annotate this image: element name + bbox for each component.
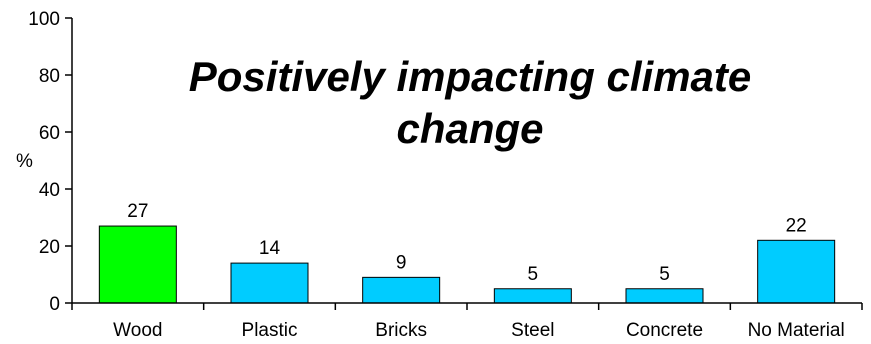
y-axis-label: %: [16, 151, 33, 172]
bar-no-material: [757, 239, 836, 304]
bar-plastic: [230, 262, 309, 304]
y-tick-label: 100: [28, 9, 60, 30]
category-label: Bricks: [375, 320, 427, 341]
y-tick-label: 40: [39, 180, 60, 201]
chart-title-line-2: change: [396, 105, 543, 152]
bar-wood: [98, 225, 177, 304]
category-label: Steel: [511, 320, 554, 341]
y-axis-tick-labels: 0 20 40 60 80 100: [28, 9, 60, 315]
data-label: 5: [659, 264, 670, 285]
x-axis-ticks: [71, 303, 863, 310]
data-label: 27: [127, 201, 148, 222]
bars: [98, 225, 836, 304]
data-labels: 27 14 9 5 5 22: [127, 201, 806, 285]
y-tick-label: 80: [39, 66, 60, 87]
y-tick-label: 20: [39, 237, 60, 258]
data-label: 5: [528, 264, 539, 285]
category-labels: Wood Plastic Bricks Steel Concrete No Materia…: [113, 320, 845, 341]
y-tick-label: 60: [39, 123, 60, 144]
category-label: Plastic: [242, 320, 298, 341]
data-label: 9: [396, 252, 407, 273]
category-label: No Material: [748, 320, 845, 341]
data-label: 14: [259, 238, 281, 259]
y-axis-ticks: [65, 17, 72, 304]
data-label: 22: [786, 215, 807, 236]
category-label: Wood: [113, 320, 162, 341]
category-label: Concrete: [626, 320, 703, 341]
y-tick-label: 0: [49, 294, 60, 315]
bar-concrete: [625, 288, 704, 304]
chart-title-line-1: Positively impacting climate: [189, 53, 752, 100]
bar-bricks: [362, 276, 441, 304]
bar-steel: [493, 288, 572, 304]
